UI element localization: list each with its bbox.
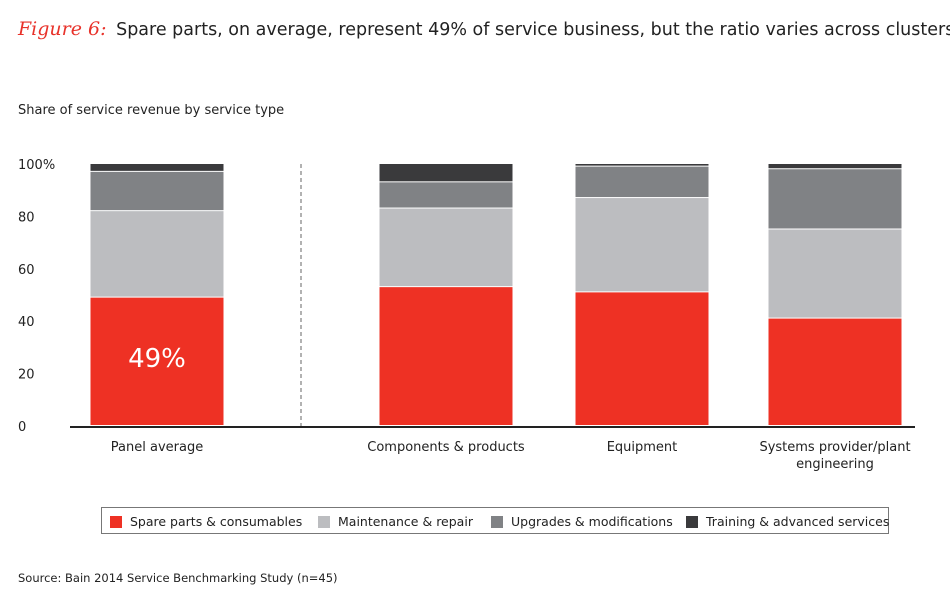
legend-swatch-upgrades [491, 515, 503, 528]
bar-segment-equipment-training-advanced-services [575, 164, 709, 166]
y-axis-ticks: 0 20 40 60 80 100% [18, 158, 55, 435]
bar-segment-panel-average-spare-parts-consumables [90, 297, 224, 425]
bar-segment-systems-provider-plant-engineering-maintenance-repair [768, 229, 902, 318]
legend-item-maintenance: Maintenance & repair [318, 514, 473, 529]
bar-segment-systems-provider-plant-engineering-upgrades-modifications [768, 169, 902, 229]
bars-group [70, 164, 915, 428]
chart-legend: Spare parts & consumables Maintenance & … [101, 507, 889, 534]
y-tick-label: 60 [18, 263, 35, 278]
legend-item-spare-parts: Spare parts & consumables [110, 514, 302, 529]
annotations-group: 49% [128, 344, 186, 374]
bar-segment-equipment-spare-parts-consumables [575, 292, 709, 425]
legend-label-maintenance: Maintenance & repair [338, 514, 473, 529]
x-tick-label-equipment: Equipment [607, 440, 678, 455]
x-tick-label-components-products: Components & products [367, 440, 525, 455]
legend-label-upgrades: Upgrades & modifications [511, 514, 673, 529]
bar-segment-components-products-maintenance-repair [379, 208, 513, 287]
bar-segment-panel-average-training-advanced-services [90, 164, 224, 171]
y-tick-label: 0 [18, 420, 26, 435]
figure-title: Figure 6: Spare parts, on average, repre… [18, 18, 950, 40]
source-note: Source: Bain 2014 Service Benchmarking S… [18, 571, 338, 585]
y-tick-label: 20 [18, 368, 35, 383]
legend-swatch-spare-parts [110, 515, 122, 528]
y-tick-label: 80 [18, 210, 35, 225]
y-tick-label: 40 [18, 315, 35, 330]
bar-segment-systems-provider-plant-engineering-training-advanced-services [768, 164, 902, 169]
y-tick-label: 100% [18, 158, 55, 173]
bar-segment-systems-provider-plant-engineering-spare-parts-consumables [768, 318, 902, 425]
bar-segment-components-products-upgrades-modifications [379, 182, 513, 208]
x-tick-label-panel-average: Panel average [111, 440, 203, 455]
bar-segment-equipment-upgrades-modifications [575, 166, 709, 198]
bar-segment-panel-average-maintenance-repair [90, 211, 224, 297]
bar-segment-equipment-maintenance-repair [575, 198, 709, 292]
chart-subtitle: Share of service revenue by service type [18, 103, 285, 118]
bar-segment-panel-average-upgrades-modifications [90, 171, 224, 211]
legend-swatch-training [686, 515, 698, 528]
bar-segment-components-products-spare-parts-consumables [379, 287, 513, 425]
stacked-bar-chart: 0 20 40 60 80 100% Panel average Components & … [18, 158, 915, 472]
legend-item-training: Training & advanced services [686, 514, 889, 529]
legend-label-spare-parts: Spare parts & consumables [130, 514, 303, 529]
x-tick-label-systems-provider-plant-engineering: Systems provider/plant engineering [759, 440, 910, 472]
legend-item-upgrades: Upgrades & modifications [491, 514, 673, 529]
bar-segment-components-products-training-advanced-services [379, 164, 513, 182]
legend-label-training: Training & advanced services [706, 514, 890, 529]
figure-label: Figure 6: [18, 18, 107, 40]
legend-swatch-maintenance [318, 515, 330, 528]
figure-title-text: Spare parts, on average, represent 49% o… [116, 20, 950, 40]
data-label-panel-average: 49% [128, 344, 186, 374]
x-axis-labels: Panel average Components & products Equipm… [111, 440, 911, 472]
